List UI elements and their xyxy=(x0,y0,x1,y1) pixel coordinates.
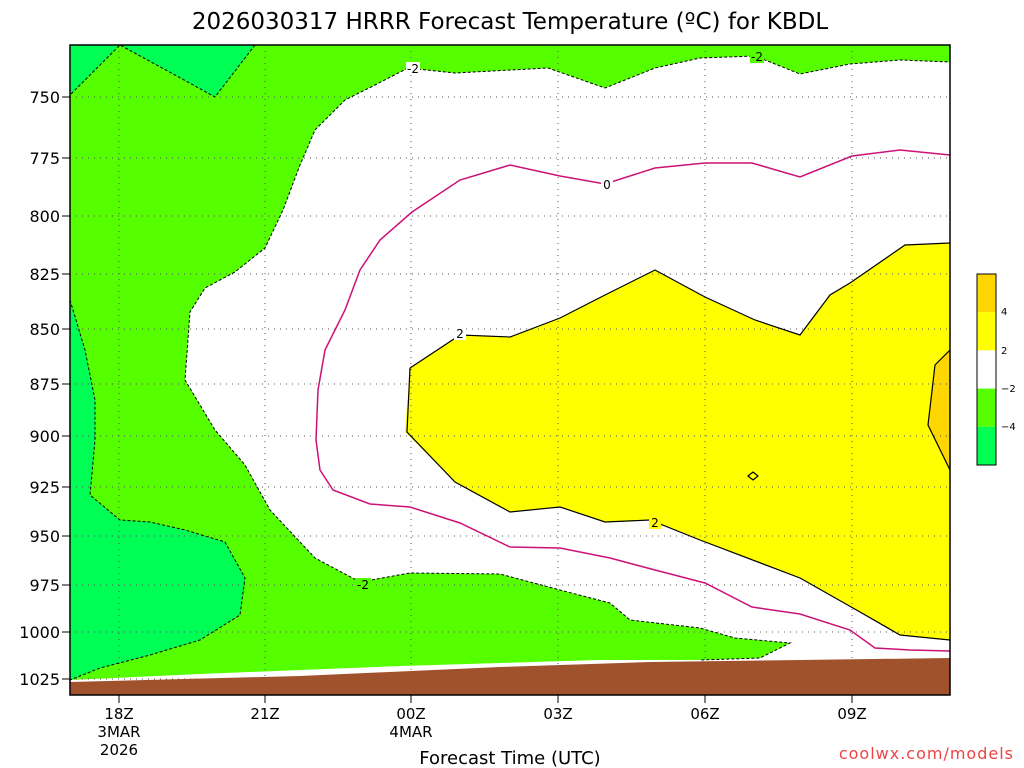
x-axis-title: Forecast Time (UTC) xyxy=(419,748,600,768)
colorbar-band xyxy=(977,350,996,389)
colorbar-band xyxy=(977,274,996,313)
x-tick-label: 21Z xyxy=(250,705,279,723)
y-tick-label: 900 xyxy=(29,427,60,446)
contour-label: -2 xyxy=(407,62,419,76)
y-tick-label: 775 xyxy=(29,149,60,168)
colorbar-tick-label: 4 xyxy=(1001,307,1007,318)
credit-watermark: coolwx.com/models xyxy=(839,744,1014,763)
colorbar: 4 2 −2 −4 xyxy=(976,273,1016,466)
y-tick-label: 850 xyxy=(29,320,60,339)
y-tick-label: 1000 xyxy=(19,623,60,642)
contour-labels: -2 -2 0 2 2 -2 xyxy=(355,50,764,592)
x-axis: 18Z 3MAR 2026 21Z 00Z 4MAR 03Z 06Z 09Z xyxy=(97,695,867,759)
y-tick-label: 750 xyxy=(29,88,60,107)
colorbar-tick-label: −2 xyxy=(1001,384,1016,395)
very-cold-region-left xyxy=(70,300,245,680)
colorbar-tick-label: −4 xyxy=(1001,422,1016,433)
y-axis: 750 775 800 825 850 875 900 925 950 975 … xyxy=(19,88,70,689)
colorbar-band xyxy=(977,388,996,427)
x-tick-sublabel: 3MAR xyxy=(97,723,140,741)
very-cold-region-top xyxy=(70,45,255,97)
plot-area xyxy=(70,45,950,695)
minus4-contours xyxy=(70,45,256,681)
chart-title: 2026030317 HRRR Forecast Temperature (ºC… xyxy=(192,9,828,35)
minus2-contours xyxy=(184,55,950,661)
grid xyxy=(70,45,950,695)
x-tick-label: 03Z xyxy=(543,705,572,723)
zero-contour xyxy=(315,149,950,652)
x-tick-sublabel: 4MAR xyxy=(389,723,432,741)
contour-label: -2 xyxy=(357,578,369,592)
y-tick-label: 825 xyxy=(29,265,60,284)
y-tick-label: 975 xyxy=(29,576,60,595)
plus2-contour xyxy=(409,242,950,369)
contour-label: -2 xyxy=(751,50,763,64)
contour-label: 0 xyxy=(603,178,611,192)
colorbar-tick-label: 2 xyxy=(1001,346,1007,357)
y-tick-label: 800 xyxy=(29,207,60,226)
x-tick-label: 00Z xyxy=(396,705,425,723)
contour-label: 2 xyxy=(651,516,659,530)
ground xyxy=(70,658,950,695)
colorbar-band xyxy=(977,426,996,465)
y-tick-label: 875 xyxy=(29,375,60,394)
plot-frame xyxy=(69,44,951,696)
plus2-contour-lower xyxy=(406,367,950,641)
x-tick-label: 18Z xyxy=(104,705,133,723)
small-diamond-contour xyxy=(747,471,759,481)
plus4-contour xyxy=(927,349,950,471)
y-tick-label: 950 xyxy=(29,527,60,546)
x-tick-label: 06Z xyxy=(690,705,719,723)
y-tick-label: 925 xyxy=(29,478,60,497)
colorbar-band xyxy=(977,312,996,351)
y-tick-label: 1025 xyxy=(19,670,60,689)
x-tick-sublabel: 2026 xyxy=(100,741,138,759)
warm-region xyxy=(405,243,950,640)
x-tick-label: 09Z xyxy=(837,705,866,723)
contour-label: 2 xyxy=(456,327,464,341)
